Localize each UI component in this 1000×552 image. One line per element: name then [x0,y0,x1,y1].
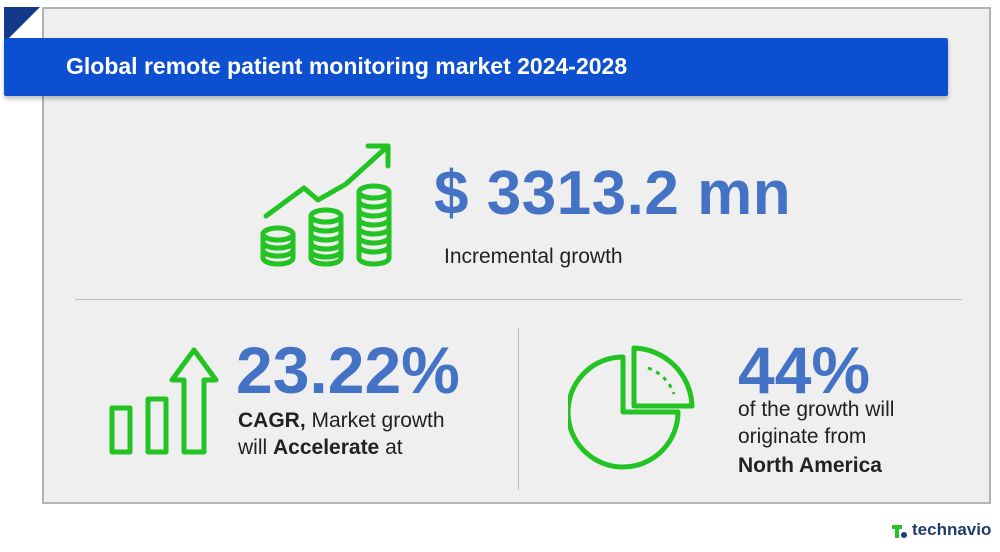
cagr-line-1: CAGR, Market growth [238,409,445,433]
region-line-2: originate from [738,425,867,448]
growth-coins-icon [260,143,392,267]
page-title: Global remote patient monitoring market … [66,53,628,79]
region-share-value: 44% [738,333,871,407]
banner-corner-accent [4,7,40,43]
cagr-line-2: will Accelerate at [238,436,403,460]
cagr-accelerate: Accelerate [273,436,380,459]
incremental-growth-label: Incremental growth [444,245,623,268]
cagr-line-2-prefix: will [238,436,273,459]
brand-name: technavio [912,520,992,539]
incremental-growth-value: $ 3313.2 mn [434,159,792,228]
vertical-divider [518,328,519,490]
pie-chart-icon [568,345,695,470]
region-name: North America [738,454,882,477]
title-banner: Global remote patient monitoring market … [4,38,948,96]
cagr-value: 23.22% [236,333,460,407]
technavio-logo-icon [892,525,907,538]
cagr-label: CAGR, [238,409,306,432]
cagr-line-2-suffix: at [379,436,403,459]
region-line-1: of the growth will [738,398,895,421]
cagr-line-1-text: Market growth [305,409,445,432]
horizontal-divider [75,299,962,300]
bar-arrow-up-icon [109,347,219,455]
